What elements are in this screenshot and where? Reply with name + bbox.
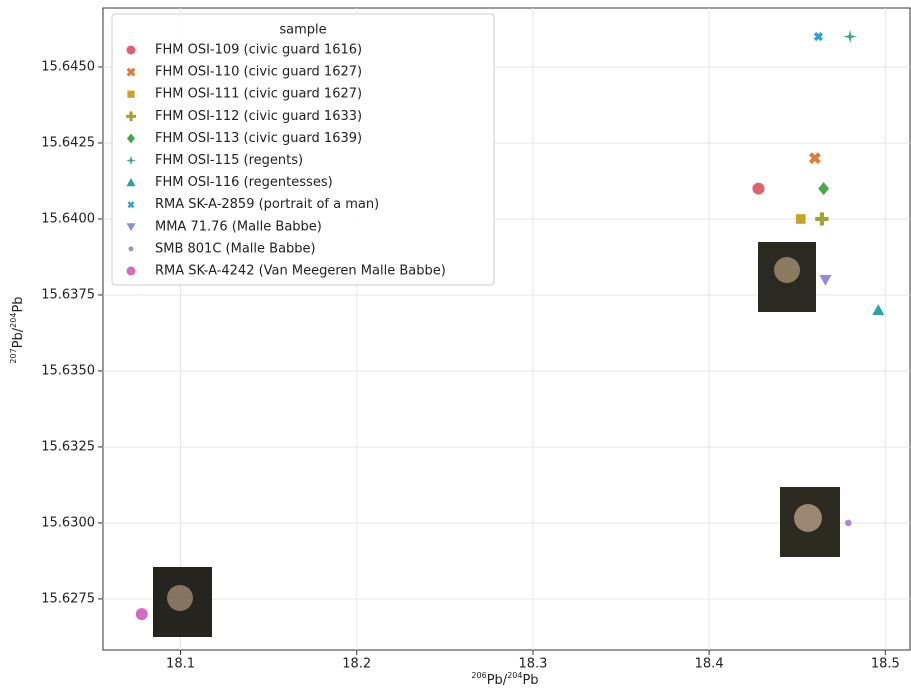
x-tick-label: 18.4 — [695, 657, 724, 672]
legend-label: FHM OSI-111 (civic guard 1627) — [155, 87, 362, 102]
painting-figure — [774, 257, 800, 283]
legend-label: FHM OSI-109 (civic guard 1616) — [155, 43, 362, 58]
y-tick-label: 15.6400 — [41, 211, 95, 226]
painting-figure — [167, 585, 193, 611]
marker — [843, 30, 856, 43]
y-axis-label: 207Pb/204Pb — [9, 296, 26, 363]
y-tick-label: 15.6300 — [41, 515, 95, 530]
legend-marker — [127, 91, 134, 98]
y-tick-label: 15.6350 — [41, 363, 95, 378]
y-tick-label: 15.6325 — [41, 439, 95, 454]
legend-label: FHM OSI-110 (civic guard 1627) — [155, 65, 362, 80]
marker — [812, 30, 826, 44]
marker — [872, 304, 884, 315]
painting-figure — [794, 504, 822, 532]
legend-label: MMA 71.76 (Malle Babbe) — [155, 219, 322, 234]
legend-marker — [127, 46, 136, 55]
legend-label: FHM OSI-112 (civic guard 1633) — [155, 109, 362, 124]
x-axis-label: 206Pb/204Pb — [471, 671, 538, 688]
legend-marker — [127, 267, 136, 276]
legend-label: RMA SK-A-2859 (portrait of a man) — [155, 197, 379, 212]
marker — [806, 149, 824, 167]
marker — [818, 182, 829, 195]
marker — [796, 214, 806, 224]
marker — [815, 212, 828, 225]
legend-label: FHM OSI-113 (civic guard 1639) — [155, 131, 362, 146]
legend-title: sample — [279, 23, 326, 38]
y-tick-label: 15.6375 — [41, 287, 95, 302]
marker — [752, 183, 764, 195]
legend-label: FHM OSI-115 (regents) — [155, 153, 303, 168]
y-tick-label: 15.6425 — [41, 135, 95, 150]
x-tick-label: 18.3 — [518, 657, 547, 672]
chart: sample 206Pb/204Pb 207Pb/204Pb 18.1 18.2 1… — [0, 0, 911, 692]
legend-label: FHM OSI-116 (regentesses) — [155, 175, 333, 190]
page: {"chart_data": {"type": "scatter", "x_la… — [0, 0, 911, 692]
x-tick-label: 18.2 — [342, 657, 371, 672]
marker — [845, 520, 852, 527]
legend-label: RMA SK-A-4242 (Van Meegeren Malle Babbe) — [155, 264, 446, 279]
marker — [136, 608, 148, 620]
legend-label: SMB 801C (Malle Babbe) — [155, 241, 316, 256]
thumbnails — [153, 242, 840, 637]
x-tick-label: 18.1 — [166, 657, 195, 672]
legend-marker — [129, 246, 134, 251]
marker — [819, 275, 831, 286]
x-tick-label: 18.5 — [871, 657, 900, 672]
y-tick-label: 15.6275 — [41, 591, 95, 606]
y-tick-label: 15.6450 — [41, 59, 95, 74]
